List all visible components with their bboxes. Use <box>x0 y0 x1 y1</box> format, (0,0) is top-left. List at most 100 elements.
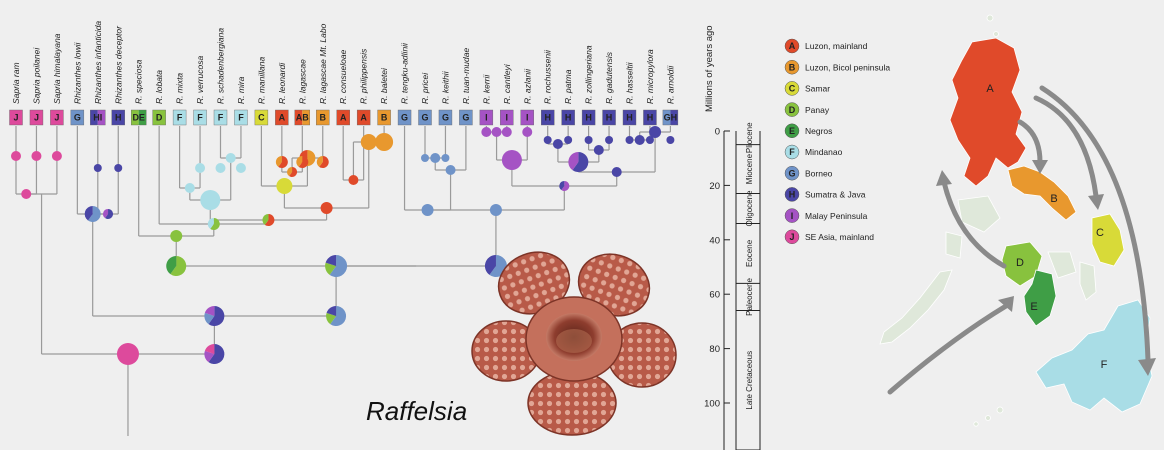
ancestral-range-pie <box>489 204 502 216</box>
tip-area-box: B <box>316 109 330 126</box>
taxon-name: R. tengku-adlinii <box>400 42 410 104</box>
dispersal-arrows <box>887 85 1151 395</box>
tip-area-code: AB <box>296 113 309 123</box>
timescale-tick-label: 60 <box>709 290 720 301</box>
ancestral-range-pie <box>170 230 183 242</box>
taxon-name: R. mira <box>236 76 246 104</box>
ancestral-range-pie <box>320 202 333 214</box>
tip-area-box: F <box>193 109 207 126</box>
tip-area-code: J <box>34 113 39 123</box>
palawan <box>879 269 953 345</box>
tip-area-code: B <box>381 113 388 123</box>
tip-area-code: F <box>218 113 224 123</box>
ancestral-range-pie <box>522 127 533 137</box>
tip-area-code: J <box>54 113 59 123</box>
samar <box>1091 213 1125 267</box>
taxon-name: R. speciosa <box>134 59 144 104</box>
taxon-name: R. mixta <box>175 73 185 104</box>
legend-label: Negros <box>805 126 832 136</box>
tip-area-box: J <box>50 109 64 126</box>
ancestral-range-pie <box>430 153 441 163</box>
ancestral-range-pie <box>501 150 522 170</box>
ancestral-range-pie <box>316 156 329 168</box>
legend-code: I <box>791 211 794 221</box>
map-area-label: B <box>1050 193 1057 205</box>
ancestral-range-pie <box>325 255 348 277</box>
ancestral-range-pie <box>552 139 563 149</box>
tip-area-box: HI <box>90 109 106 126</box>
phylogenetic-tree: J J J G HI H DE D F F F F C A AB B A A B G G G G I I I H H H H H H GH Sa… <box>9 21 679 436</box>
ancestral-range-pie <box>543 136 552 144</box>
tip-area-box: D <box>152 109 166 126</box>
ancestral-range-pie <box>481 127 492 137</box>
ancestral-range-pie <box>51 151 62 161</box>
tip-area-box: H <box>602 109 616 126</box>
timescale-title: Millions of years ago <box>704 25 715 112</box>
tip-area-code: F <box>238 113 244 123</box>
taxon-name: R. cantleyi <box>502 63 512 104</box>
tip-area-box: H <box>541 109 555 126</box>
tip-area-code: GH <box>664 113 678 123</box>
taxon-name: Sapria ram <box>11 62 21 104</box>
ancestral-range-pie <box>204 306 225 326</box>
ancestral-range-pie <box>421 204 434 216</box>
tip-area-code: C <box>258 113 265 123</box>
taxon-name: R. rochussenii <box>543 49 553 104</box>
ancestral-range-pie <box>375 133 394 151</box>
tip-taxon-names: Sapria ram Sapria poilanei Sapria himalaya… <box>11 21 675 104</box>
taxon-name: R. leonardi <box>277 62 287 104</box>
ancestral-range-pie <box>441 154 450 162</box>
tip-area-code: G <box>462 113 469 123</box>
tip-area-code: I <box>485 113 488 123</box>
ancestral-range-pie <box>93 164 102 172</box>
tip-area-box: H <box>561 109 575 126</box>
bicol-peninsula <box>1007 165 1077 221</box>
taxon-name: R. arnoldii <box>665 65 675 104</box>
map-islands <box>879 14 1153 427</box>
ancestral-range-pie <box>491 127 502 137</box>
taxon-name: R. gadutensis <box>604 51 614 104</box>
tree-branches <box>15 126 672 436</box>
tip-area-box: I <box>500 109 514 126</box>
tip-area-code: G <box>421 113 428 123</box>
ancestral-range-pie <box>276 178 293 194</box>
ancestral-range-pie <box>559 181 570 191</box>
timescale-tick-label: 20 <box>709 181 720 192</box>
epoch-label: Miocene <box>745 153 754 184</box>
legend-item: G Borneo <box>784 165 833 181</box>
tip-area-code: H <box>626 113 633 123</box>
tip-area-code: G <box>74 113 81 123</box>
tip-area-code: A <box>279 113 286 123</box>
tip-area-box: J <box>29 109 44 126</box>
legend-item: C Samar <box>784 81 830 96</box>
taxon-name: R. verrucosa <box>195 56 205 104</box>
ancestral-range-pie <box>296 156 309 168</box>
legend-item: F Mindanao <box>784 144 843 160</box>
tip-area-box: DE <box>130 109 147 126</box>
epoch-label: Late Cretaceous <box>745 351 754 410</box>
map-area-label: A <box>986 83 994 95</box>
ancestral-range-pie <box>634 135 645 145</box>
map-area-label: C <box>1096 227 1104 239</box>
legend-label: Samar <box>805 84 830 94</box>
legend-code: E <box>789 126 795 136</box>
ancestral-range-pie <box>195 163 206 173</box>
geologic-timescale: Millions of years ago 0 20 40 60 80 100 Pliocen… <box>704 25 761 450</box>
epoch-label: Paleocene <box>745 277 754 315</box>
tip-area-box: J <box>9 109 23 126</box>
ancestral-range-pie <box>200 190 221 210</box>
tip-area-box: G <box>438 109 453 126</box>
legend-label: Sumatra & Java <box>805 190 866 200</box>
tip-area-box: H <box>581 109 596 126</box>
legend-label: SE Asia, mainland <box>805 232 874 242</box>
legend-item: B Luzon, Bicol peninsula <box>784 59 890 75</box>
taxon-name: Rhizanthes infanticida <box>93 21 103 104</box>
tip-area-box: A <box>336 109 350 126</box>
epoch-label: Pliocene <box>745 122 754 153</box>
tip-area-box: H <box>643 109 657 126</box>
flower-label: Raffelsia <box>366 396 467 426</box>
legend-label: Luzon, Bicol peninsula <box>805 62 890 72</box>
taxon-name: R. consueloae <box>338 49 348 104</box>
legend-label: Borneo <box>805 168 833 178</box>
timescale-tick-label: 40 <box>709 235 720 246</box>
